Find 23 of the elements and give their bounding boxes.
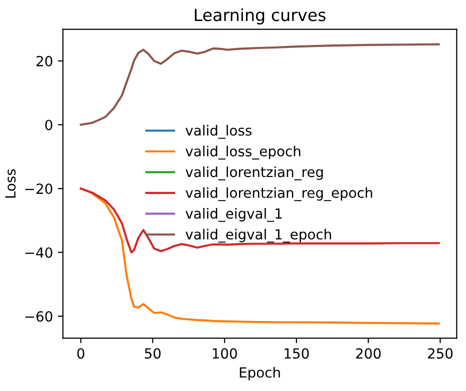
x-tick-label: 250 bbox=[428, 348, 453, 359]
line-series bbox=[80, 188, 440, 254]
x-tick-label: 50 bbox=[144, 348, 161, 359]
legend-label: valid_loss_epoch bbox=[186, 146, 300, 160]
x-tick-label: 200 bbox=[356, 348, 381, 359]
y-axis-title: Loss bbox=[5, 169, 16, 198]
x-tick-label: 100 bbox=[212, 348, 237, 359]
chart-title: Learning curves bbox=[194, 8, 326, 24]
legend-label: valid_eigval_1 bbox=[186, 208, 282, 222]
y-tick-label: −40 bbox=[25, 247, 52, 258]
y-tick-label: 0 bbox=[45, 120, 52, 130]
line-series bbox=[80, 188, 440, 325]
x-tick-label: 0 bbox=[77, 348, 84, 359]
x-tick-label: 150 bbox=[284, 348, 309, 359]
legend-label: valid_loss bbox=[186, 124, 252, 139]
y-tick-label: 20 bbox=[36, 56, 52, 66]
legend-label: valid_eigval_1_epoch bbox=[186, 228, 332, 243]
y-tick-label: −60 bbox=[25, 311, 52, 322]
line-series bbox=[80, 43, 440, 126]
y-tick-label: −20 bbox=[25, 184, 52, 194]
legend-label: valid_lorentzian_reg bbox=[186, 166, 323, 180]
legend-label: valid_lorentzian_reg_epoch bbox=[186, 187, 372, 202]
x-axis-title: Epoch bbox=[240, 366, 280, 380]
